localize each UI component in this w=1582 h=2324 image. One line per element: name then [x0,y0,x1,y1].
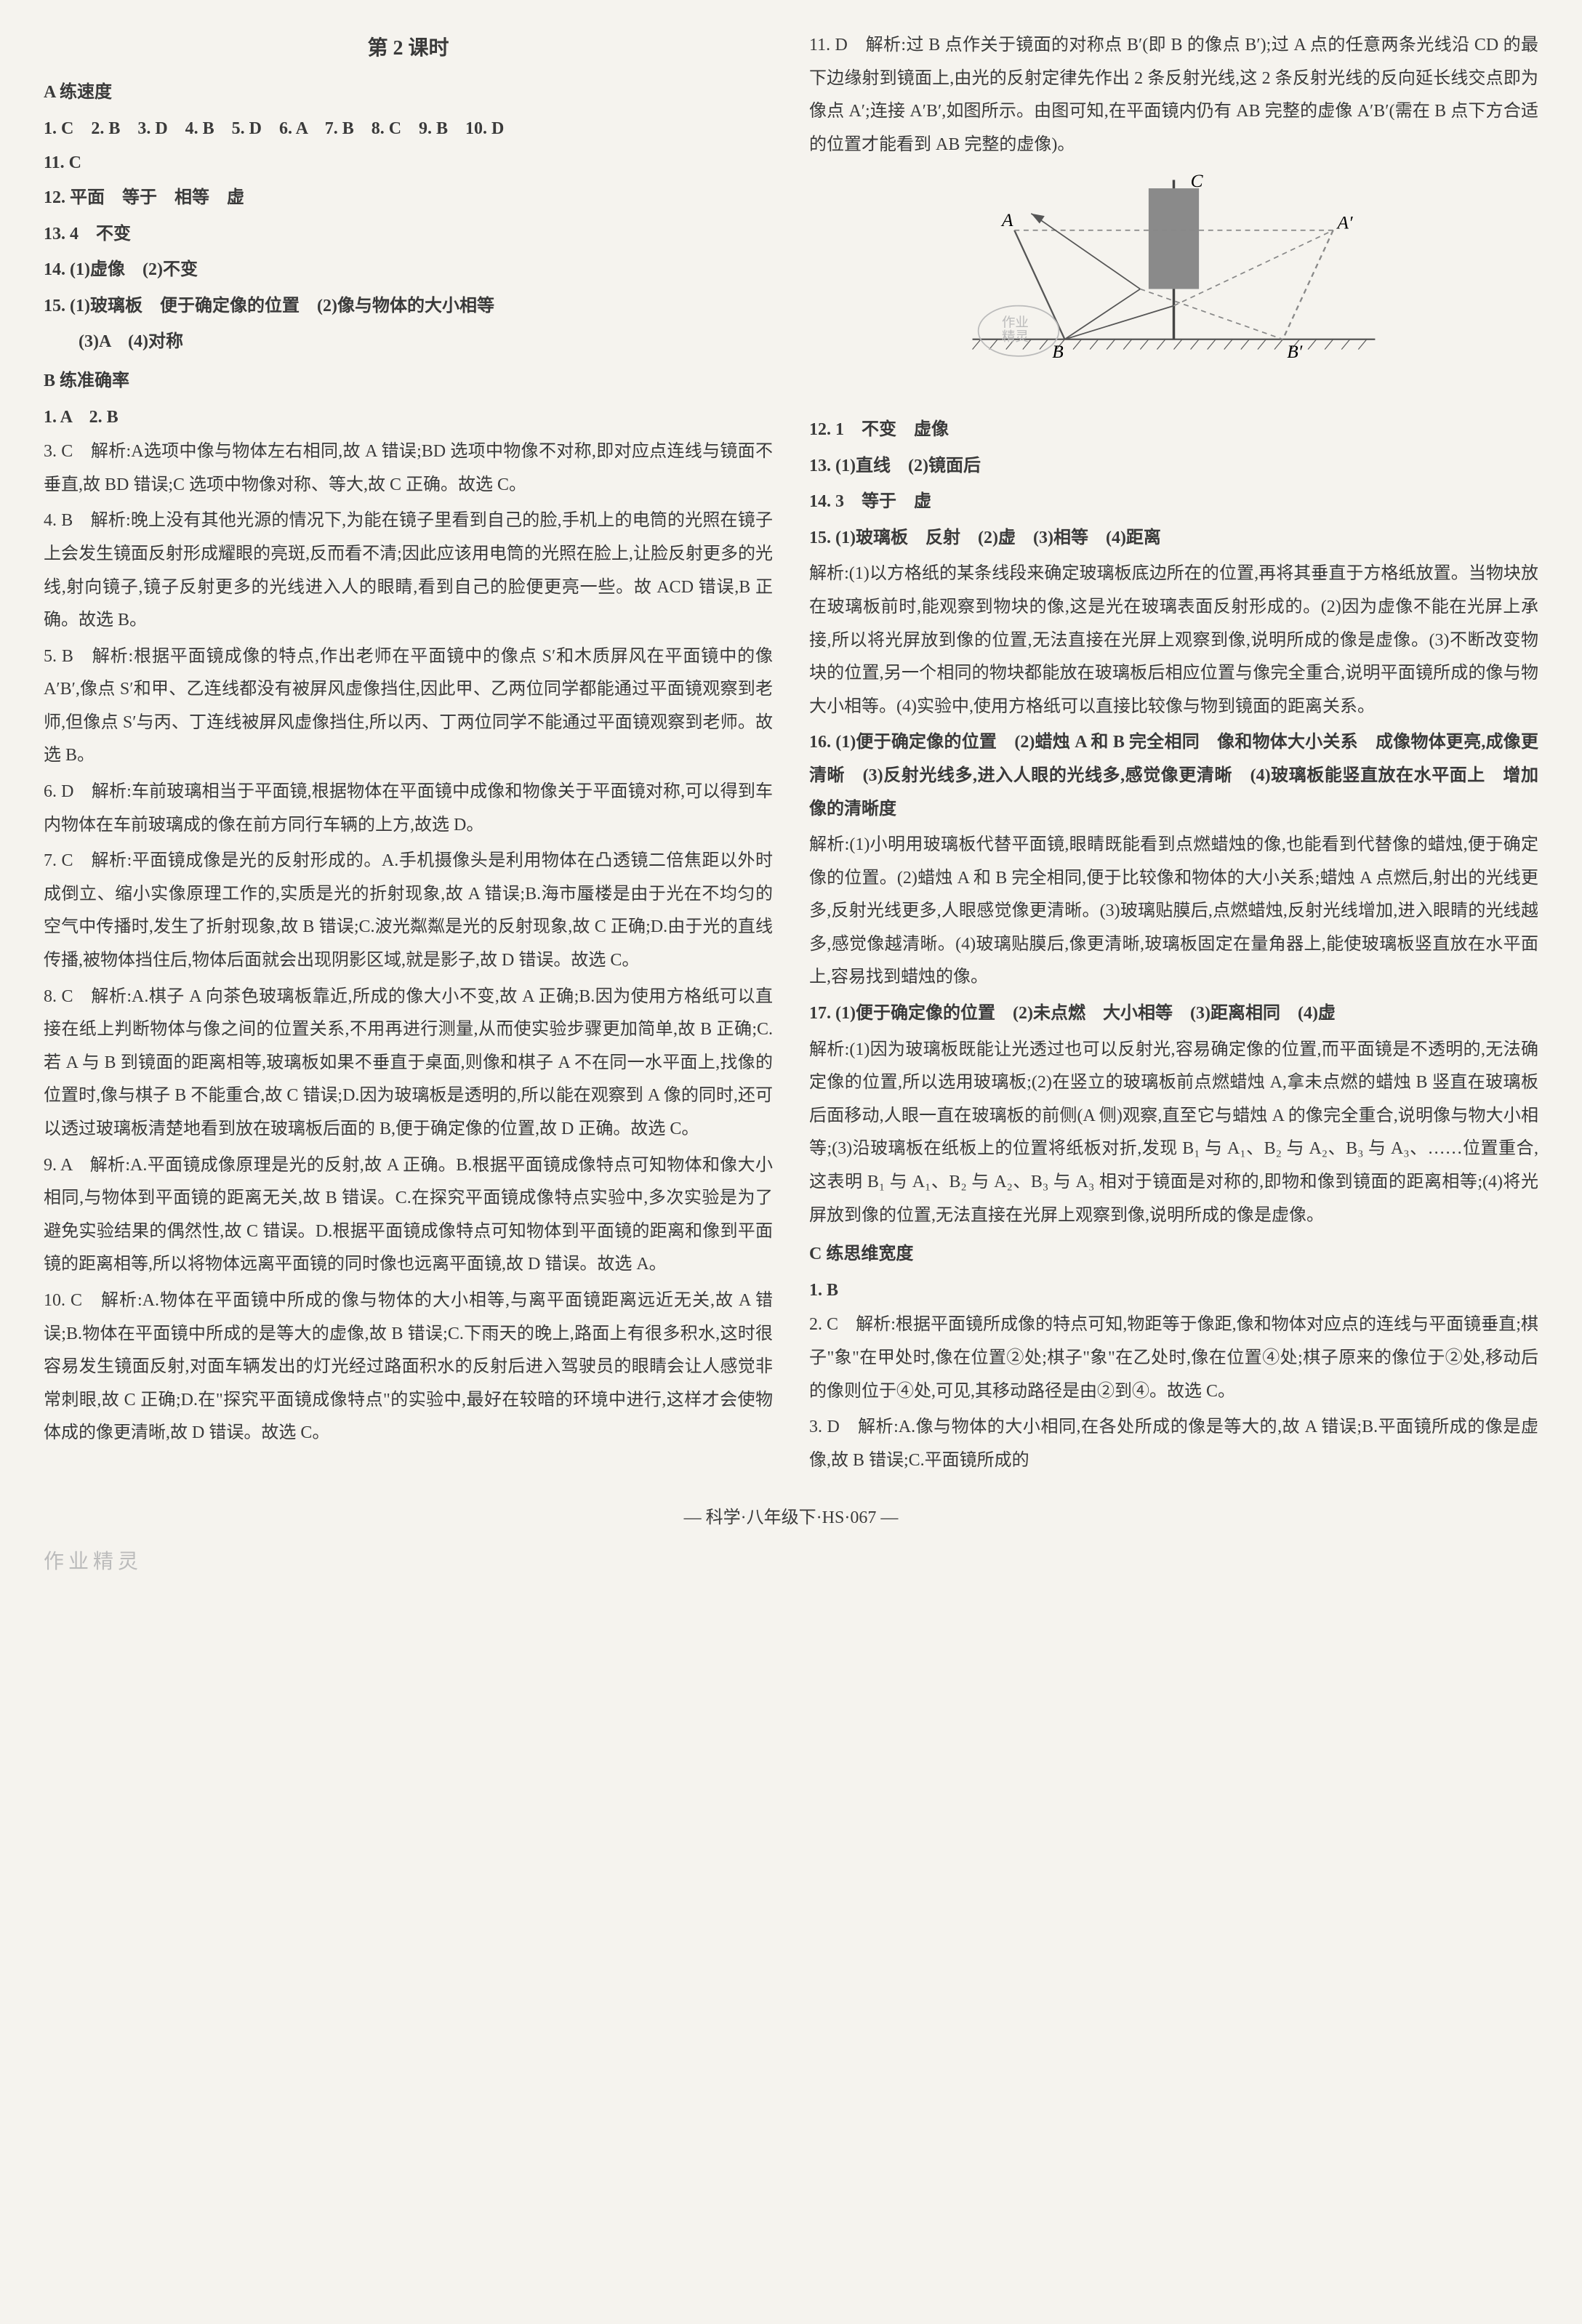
label-bprime: B′ [1287,342,1303,363]
section-a-head: A 练速度 [44,76,773,110]
a12: 12. 平面 等于 相等 虚 [44,182,773,215]
r16b: 解析:(1)小明用玻璃板代替平面镜,眼睛既能看到点燃蜡烛的像,也能看到代替像的蜡… [809,829,1538,994]
label-b: B [1052,342,1064,363]
a15b: (3)A (4)对称 [44,326,773,359]
r13: 13. (1)直线 (2)镜面后 [809,450,1538,483]
b3: 3. C 解析:A选项中像与物体左右相同,故 A 错误;BD 选项中物像不对称,… [44,435,773,502]
left-column: 第 2 课时 A 练速度 1. C 2. B 3. D 4. B 5. D 6.… [44,29,773,1480]
a-answers-1: 1. C 2. B 3. D 4. B 5. D 6. A 7. B 8. C … [44,113,773,146]
b7: 7. C 解析:平面镜成像是光的反射形成的。A.手机摄像头是利用物体在凸透镜二倍… [44,845,773,977]
b4: 4. B 解析:晚上没有其他光源的情况下,为能在镜子里看到自己的脸,手机上的电筒… [44,504,773,637]
mirror-diagram: C A B A′ B′ 作业 精灵 [809,172,1538,390]
r15a: 15. (1)玻璃板 反射 (2)虚 (3)相等 (4)距离 [809,522,1538,555]
r16a: 16. (1)便于确定像的位置 (2)蜡烛 A 和 B 完全相同 像和物体大小关… [809,726,1538,826]
c3: 3. D 解析:A.像与物体的大小相同,在各处所成的像是等大的,故 A 错误;B… [809,1411,1538,1477]
r11: 11. D 解析:过 B 点作关于镜面的对称点 B′(即 B 的像点 B′);过… [809,29,1538,161]
stamp-text1: 作业 [1002,315,1029,330]
r12: 12. 1 不变 虚像 [809,414,1538,447]
b6: 6. D 解析:车前玻璃相当于平面镜,根据物体在平面镜中成像和物像关于平面镜对称… [44,776,773,842]
r15b: 解析:(1)以方格纸的某条线段来确定玻璃板底边所在的位置,再将其垂直于方格纸放置… [809,558,1538,723]
a14: 14. (1)虚像 (2)不变 [44,254,773,287]
b10: 10. C 解析:A.物体在平面镜中所成的像与物体的大小相等,与离平面镜距离远近… [44,1284,773,1450]
label-c: C [1191,172,1204,191]
r17b: 解析:(1)因为玻璃板既能让光透过也可以反射光,容易确定像的位置,而平面镜是不透… [809,1034,1538,1233]
section-b-head: B 练准确率 [44,365,773,398]
b-answers: 1. A 2. B [44,401,773,435]
a15a: 15. (1)玻璃板 便于确定像的位置 (2)像与物体的大小相等 [44,290,773,323]
b8: 8. C 解析:A.棋子 A 向茶色玻璃板靠近,所成的像大小不变,故 A 正确;… [44,981,773,1146]
c2: 2. C 解析:根据平面镜所成像的特点可知,物距等于像距,像和物体对应点的连线与… [809,1308,1538,1408]
b5: 5. B 解析:根据平面镜成像的特点,作出老师在平面镜中的像点 S′和木质屏风在… [44,640,773,773]
r14: 14. 3 等于 虚 [809,486,1538,519]
r17a: 17. (1)便于确定像的位置 (2)未点燃 大小相等 (3)距离相同 (4)虚 [809,997,1538,1031]
lesson-title: 第 2 课时 [44,29,773,68]
label-aprime: A′ [1336,213,1354,233]
a13: 13. 4 不变 [44,218,773,252]
section-c-head: C 练思维宽度 [809,1238,1538,1271]
b9: 9. A 解析:A.平面镜成像原理是光的反射,故 A 正确。B.根据平面镜成像特… [44,1149,773,1282]
stamp-text2: 精灵 [1002,329,1029,344]
watermark: 作业精灵 [44,1543,1538,1581]
page-footer: — 科学·八年级下·HS·067 — [44,1502,1538,1535]
label-a: A [1000,210,1013,230]
c1: 1. B [809,1274,1538,1308]
a-answers-2: 11. C [44,147,773,180]
obstacle-rect [1149,188,1199,289]
right-column: 11. D 解析:过 B 点作关于镜面的对称点 B′(即 B 的像点 B′);过… [809,29,1538,1480]
